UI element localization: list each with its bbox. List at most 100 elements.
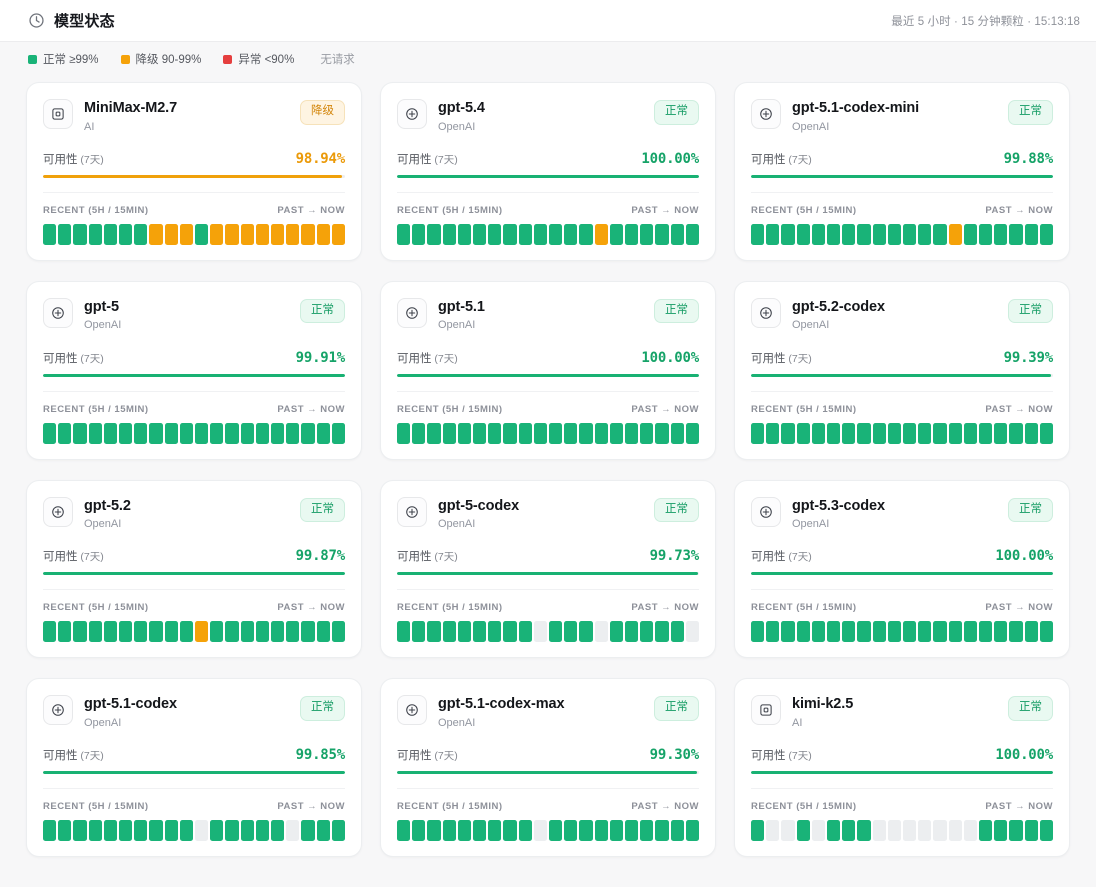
- uptime-segment-ok[interactable]: [397, 820, 411, 842]
- uptime-segment-ok[interactable]: [781, 621, 795, 643]
- uptime-segment-ok[interactable]: [103, 223, 118, 245]
- uptime-segment-ok[interactable]: [1039, 820, 1054, 842]
- uptime-segment-ok[interactable]: [564, 621, 578, 643]
- uptime-segment-ok[interactable]: [842, 422, 856, 444]
- uptime-segment-warn[interactable]: [331, 223, 346, 245]
- uptime-segment-ok[interactable]: [903, 223, 917, 245]
- uptime-segment-ok[interactable]: [655, 621, 669, 643]
- uptime-segment-warn[interactable]: [255, 223, 270, 245]
- uptime-segment-ok[interactable]: [811, 223, 826, 245]
- uptime-segment-ok[interactable]: [412, 422, 426, 444]
- uptime-segment-ok[interactable]: [503, 223, 517, 245]
- uptime-segment-ok[interactable]: [240, 422, 254, 444]
- uptime-segment-ok[interactable]: [88, 422, 102, 444]
- uptime-segment-ok[interactable]: [579, 422, 593, 444]
- uptime-segment-empty[interactable]: [685, 621, 700, 643]
- uptime-segment-ok[interactable]: [58, 621, 72, 643]
- uptime-segment-warn[interactable]: [948, 223, 962, 245]
- uptime-segment-empty[interactable]: [594, 621, 608, 643]
- uptime-segment-warn[interactable]: [210, 223, 224, 245]
- uptime-segment-ok[interactable]: [134, 820, 148, 842]
- uptime-segment-ok[interactable]: [488, 422, 502, 444]
- uptime-segment-ok[interactable]: [842, 820, 856, 842]
- model-status-card[interactable]: gpt-5.1-codex-max OpenAI 正常 可用性 (7天) 99.30% R…: [380, 678, 716, 858]
- uptime-segment-ok[interactable]: [811, 422, 826, 444]
- uptime-segment-ok[interactable]: [473, 820, 487, 842]
- uptime-segment-ok[interactable]: [73, 820, 87, 842]
- model-status-card[interactable]: gpt-5.4 OpenAI 正常 可用性 (7天) 100.00% RECENT (5H…: [380, 82, 716, 261]
- uptime-segment-ok[interactable]: [103, 820, 118, 842]
- uptime-segment-ok[interactable]: [933, 621, 947, 643]
- uptime-segment-ok[interactable]: [316, 820, 330, 842]
- uptime-segment-ok[interactable]: [1039, 223, 1054, 245]
- uptime-segment-empty[interactable]: [963, 820, 978, 842]
- uptime-segment-ok[interactable]: [397, 422, 411, 444]
- uptime-segment-ok[interactable]: [301, 621, 315, 643]
- uptime-segment-ok[interactable]: [564, 820, 578, 842]
- uptime-segment-ok[interactable]: [640, 621, 654, 643]
- uptime-segment-ok[interactable]: [1024, 621, 1038, 643]
- uptime-segment-ok[interactable]: [685, 820, 700, 842]
- uptime-segment-warn[interactable]: [164, 223, 178, 245]
- uptime-segment-ok[interactable]: [579, 820, 593, 842]
- uptime-segment-warn[interactable]: [286, 223, 300, 245]
- uptime-segment-empty[interactable]: [195, 820, 209, 842]
- uptime-segment-ok[interactable]: [427, 621, 441, 643]
- uptime-segment-ok[interactable]: [979, 621, 993, 643]
- uptime-segment-ok[interactable]: [58, 820, 72, 842]
- uptime-segment-ok[interactable]: [58, 223, 72, 245]
- uptime-segment-ok[interactable]: [331, 422, 346, 444]
- uptime-segment-ok[interactable]: [549, 820, 563, 842]
- uptime-segment-ok[interactable]: [503, 621, 517, 643]
- uptime-segment-ok[interactable]: [412, 820, 426, 842]
- uptime-segment-ok[interactable]: [210, 621, 224, 643]
- uptime-segment-warn[interactable]: [179, 223, 194, 245]
- uptime-segment-ok[interactable]: [427, 223, 441, 245]
- uptime-segment-ok[interactable]: [1009, 223, 1023, 245]
- uptime-segment-ok[interactable]: [670, 820, 684, 842]
- uptime-segment-ok[interactable]: [119, 422, 133, 444]
- uptime-segment-ok[interactable]: [240, 621, 254, 643]
- uptime-segment-ok[interactable]: [903, 422, 917, 444]
- uptime-segment-ok[interactable]: [625, 223, 639, 245]
- uptime-segment-ok[interactable]: [316, 621, 330, 643]
- uptime-segment-ok[interactable]: [397, 621, 411, 643]
- uptime-segment-ok[interactable]: [43, 820, 57, 842]
- uptime-segment-ok[interactable]: [518, 621, 532, 643]
- uptime-segment-ok[interactable]: [670, 223, 684, 245]
- uptime-segment-ok[interactable]: [685, 422, 700, 444]
- uptime-segment-ok[interactable]: [134, 422, 148, 444]
- uptime-segment-ok[interactable]: [43, 422, 57, 444]
- uptime-segment-ok[interactable]: [88, 223, 102, 245]
- uptime-segment-warn[interactable]: [240, 223, 254, 245]
- uptime-segment-ok[interactable]: [1024, 422, 1038, 444]
- uptime-segment-ok[interactable]: [442, 223, 456, 245]
- uptime-segment-ok[interactable]: [164, 820, 178, 842]
- uptime-segment-ok[interactable]: [442, 422, 456, 444]
- uptime-segment-ok[interactable]: [857, 223, 871, 245]
- uptime-segment-ok[interactable]: [1009, 621, 1023, 643]
- uptime-segment-ok[interactable]: [564, 223, 578, 245]
- uptime-segment-ok[interactable]: [796, 820, 810, 842]
- uptime-segment-ok[interactable]: [594, 820, 608, 842]
- uptime-segment-ok[interactable]: [225, 820, 239, 842]
- uptime-segment-ok[interactable]: [609, 422, 624, 444]
- uptime-segment-ok[interactable]: [1024, 223, 1038, 245]
- uptime-segment-ok[interactable]: [857, 820, 871, 842]
- uptime-segment-ok[interactable]: [1009, 422, 1023, 444]
- uptime-segment-ok[interactable]: [58, 422, 72, 444]
- uptime-segment-empty[interactable]: [811, 820, 826, 842]
- uptime-segment-ok[interactable]: [457, 223, 472, 245]
- uptime-segment-ok[interactable]: [225, 422, 239, 444]
- uptime-segment-ok[interactable]: [503, 820, 517, 842]
- uptime-segment-ok[interactable]: [827, 223, 841, 245]
- uptime-segment-ok[interactable]: [119, 621, 133, 643]
- uptime-segment-ok[interactable]: [195, 422, 209, 444]
- uptime-segment-ok[interactable]: [164, 422, 178, 444]
- uptime-segment-ok[interactable]: [301, 422, 315, 444]
- uptime-segment-ok[interactable]: [88, 820, 102, 842]
- uptime-segment-ok[interactable]: [271, 422, 285, 444]
- uptime-segment-ok[interactable]: [625, 820, 639, 842]
- uptime-segment-ok[interactable]: [979, 223, 993, 245]
- uptime-segment-ok[interactable]: [271, 621, 285, 643]
